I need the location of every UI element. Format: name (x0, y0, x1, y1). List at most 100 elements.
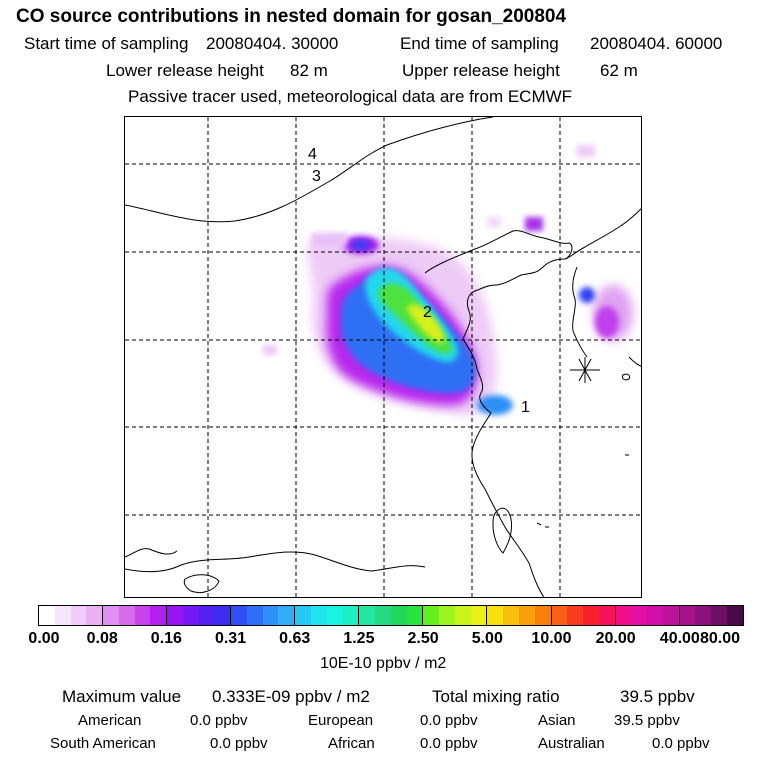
legend-swatch (583, 606, 599, 625)
legend-swatch (326, 606, 343, 625)
region-name: American (78, 712, 142, 729)
legend-swatch (278, 606, 296, 625)
legend-swatch (246, 606, 263, 625)
grid-lines (125, 117, 641, 597)
start-time-value: 20080404. 30000 (206, 34, 339, 53)
region-name: South American (50, 735, 156, 752)
asterisk-icon (570, 357, 600, 383)
legend-swatch (103, 606, 119, 625)
legend-tick-label: 5.00 (471, 630, 503, 647)
map-panel: 1 2 3 4 (124, 116, 642, 598)
legend-swatch (679, 606, 696, 625)
legend-swatch (359, 606, 376, 625)
legend-swatch (534, 606, 552, 625)
legend-swatch (470, 606, 488, 625)
plume-north-blue (352, 240, 370, 250)
total-mixing-label: Total mixing ratio (432, 687, 560, 706)
legend-swatch (662, 606, 680, 625)
legend-swatch (262, 606, 279, 625)
region-value: 0.0 ppbv (190, 712, 248, 729)
legend-tick-label: 20.00 (595, 630, 636, 647)
legend-swatch (615, 606, 632, 625)
legend-tick-label: 2.50 (407, 630, 439, 647)
map-svg: 1 2 3 4 (125, 117, 641, 597)
legend-swatch (423, 606, 440, 625)
lower-height-value: 82 m (290, 61, 328, 80)
legend-swatch (567, 606, 584, 625)
island-jeju (622, 373, 630, 381)
end-time-label: End time of sampling (400, 34, 559, 53)
legend-swatch (503, 606, 519, 625)
region-name: Asian (538, 712, 576, 729)
concentration-plume (263, 145, 633, 416)
legend-swatch (311, 606, 327, 625)
legend-tick-label: 80.00 (699, 630, 741, 647)
plume-yellow (407, 304, 445, 343)
plume-korea-purple (595, 306, 619, 338)
legend-swatch (631, 606, 648, 625)
region-value: 0.0 ppbv (652, 735, 710, 752)
island-taiwan (492, 507, 512, 554)
legend-swatch (54, 606, 71, 625)
legend-swatch (695, 606, 712, 625)
legend-swatch (167, 606, 183, 625)
legend-tick-label: 0.00 (28, 630, 60, 647)
legend-swatch (487, 606, 504, 625)
end-time-value: 20080404. 60000 (590, 34, 723, 53)
legend-swatch (375, 606, 391, 625)
legend-swatch (454, 606, 471, 625)
legend-swatch (598, 606, 616, 625)
island-hainan (183, 574, 220, 594)
upper-height-label: Upper release height (402, 61, 560, 80)
plume-southeast-blue (477, 395, 513, 415)
legend-swatch (711, 606, 727, 625)
legend-tick-label: 40.00 (659, 630, 700, 647)
legend-tick-label: 0.16 (150, 630, 182, 647)
legend-swatch (551, 606, 568, 625)
legend-colorbar (38, 605, 744, 626)
islands-ryukyu (536, 454, 629, 528)
plume-patch-ne (525, 217, 543, 231)
legend-swatch (39, 606, 55, 625)
legend-tick-label: 0.63 (279, 630, 311, 647)
marker-3: 3 (312, 168, 321, 185)
max-value-label: Maximum value (62, 687, 182, 706)
marker-2: 2 (423, 304, 432, 321)
region-name: Australian (538, 735, 605, 752)
legend-swatch (134, 606, 151, 625)
legend-swatch (518, 606, 535, 625)
legend-swatch (406, 606, 424, 625)
coastlines (125, 117, 641, 597)
region-value: 39.5 ppbv (614, 712, 680, 729)
coastline-korea (564, 208, 641, 260)
total-mixing-value: 39.5 ppbv (620, 687, 695, 706)
legend-tick-label: 10.00 (531, 630, 572, 647)
region-value: 0.0 ppbv (420, 735, 478, 752)
coastline-japan (628, 356, 641, 367)
legend-tick-label: 0.08 (86, 630, 118, 647)
plot-title: CO source contributions in nested domain… (16, 6, 567, 27)
marker-1: 1 (521, 399, 530, 416)
legend-tick-label: 0.31 (214, 630, 247, 647)
plume-patch-west (263, 345, 277, 355)
legend-swatch (439, 606, 455, 625)
legend-swatch (86, 606, 104, 625)
legend-swatch (150, 606, 168, 625)
region-value: 0.0 ppbv (420, 712, 478, 729)
marker-4: 4 (308, 146, 317, 163)
legend-swatch (726, 606, 743, 625)
coastline-south (125, 551, 426, 573)
legend-swatch (295, 606, 312, 625)
max-value: 0.333E-09 ppbv / m2 (212, 687, 370, 706)
plume-patch-north (311, 233, 347, 247)
plume-patch-nne (487, 217, 501, 227)
legend-swatch (231, 606, 247, 625)
region-name: European (308, 712, 374, 729)
coastline-korea-west (572, 266, 588, 358)
legend-swatch (342, 606, 360, 625)
legend-swatch (647, 606, 663, 625)
coastline-china-east (424, 230, 573, 597)
lower-height-label: Lower release height (106, 61, 264, 80)
legend-units: 10E-10 ppbv / m2 (320, 655, 447, 672)
plume-patch-top (577, 145, 595, 157)
